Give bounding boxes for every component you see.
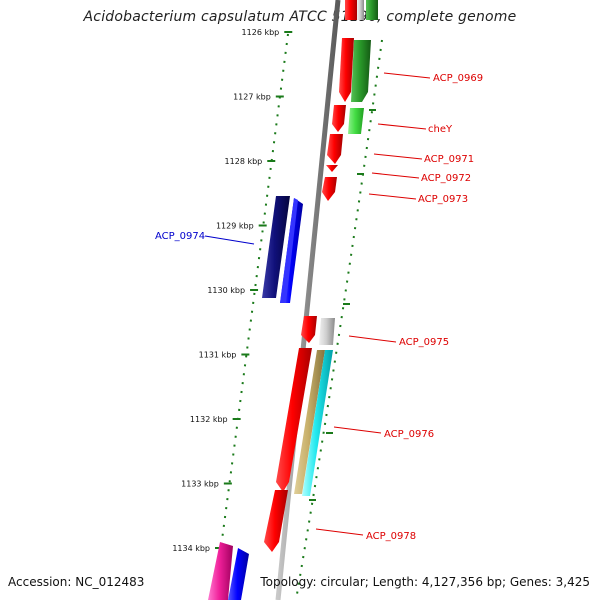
label-acp-0973: ACP_0973: [418, 194, 468, 205]
leader-acp-0972: [371, 172, 420, 179]
gene-gray-0975: [319, 318, 335, 345]
gene-chey: [348, 108, 364, 134]
leader-acp-0973: [368, 193, 417, 200]
gene-bottom-magenta: [208, 542, 233, 600]
scale-tick-label: 1134 kbp: [172, 544, 210, 553]
label-acp-0975: ACP_0975: [399, 337, 449, 348]
gene-red-small: [332, 105, 346, 132]
leader-acp-0975: [348, 335, 397, 343]
gene-navy: [262, 196, 290, 298]
label-acp-0974: ACP_0974: [155, 231, 205, 242]
gene-red-long: [276, 348, 312, 492]
scale-tick-label: 1127 kbp: [233, 93, 271, 102]
genome-summary-text: Topology: circular; Length: 4,127,356 bp…: [260, 575, 590, 589]
gene-bottom-blue: [228, 548, 249, 600]
scale-tick-label: 1129 kbp: [216, 222, 254, 231]
gene-red-0968: [339, 38, 354, 102]
gene-acp-0974-edge: [280, 198, 298, 303]
gene-top-red: [345, 0, 357, 20]
scale-tick-label: 1131 kbp: [199, 351, 237, 360]
gene-tan: [294, 350, 325, 494]
label-chey: cheY: [428, 124, 453, 135]
map-title: Acidobacterium capsulatum ATCC 51196, co…: [83, 9, 517, 25]
scale-tick-label: 1126 kbp: [242, 28, 280, 37]
leader-acp-0978: [315, 528, 364, 536]
gene-acp-0969: [351, 40, 371, 102]
label-acp-0978: ACP_0978: [366, 531, 416, 542]
gene-acp-0973: [322, 177, 337, 201]
leader-chey: [377, 123, 427, 130]
scale-tick-label: 1132 kbp: [190, 415, 228, 424]
accession-text: Accession: NC_012483: [8, 575, 145, 589]
gene-top-green: [366, 0, 378, 20]
outer-arc-ticks: [309, 109, 376, 501]
scale-tick-label: 1133 kbp: [181, 480, 219, 489]
leader-acp-0976: [333, 426, 382, 434]
label-acp-0971: ACP_0971: [424, 154, 474, 165]
leader-acp-0969: [383, 72, 431, 79]
gene-acp-0976: [302, 350, 333, 496]
scale-tick-label: 1128 kbp: [225, 157, 263, 166]
leader-acp-0974: [204, 235, 255, 245]
gene-acp-0972: [326, 165, 338, 172]
label-acp-0969: ACP_0969: [433, 73, 483, 84]
label-acp-0976: ACP_0976: [384, 429, 434, 440]
genes: [208, 0, 378, 600]
outer-arc: [295, 39, 383, 600]
scale-tick-label: 1130 kbp: [207, 286, 245, 295]
scale-ticks: 1126 kbp 1127 kbp 1128 kbp 1129 kbp 1130 kbp…: [172, 28, 293, 553]
gene-top-gray: [357, 0, 364, 20]
scale-arc: [213, 33, 289, 600]
gene-labels: ACP_0969 cheY ACP_0971 ACP_0972 ACP_0973…: [155, 72, 483, 542]
gene-acp-0971: [327, 134, 343, 164]
label-acp-0972: ACP_0972: [421, 173, 471, 184]
genome-backbone: [275, 0, 341, 600]
gene-acp-0978: [264, 490, 288, 552]
leader-acp-0971: [373, 153, 423, 160]
gene-acp-0975: [301, 316, 317, 343]
